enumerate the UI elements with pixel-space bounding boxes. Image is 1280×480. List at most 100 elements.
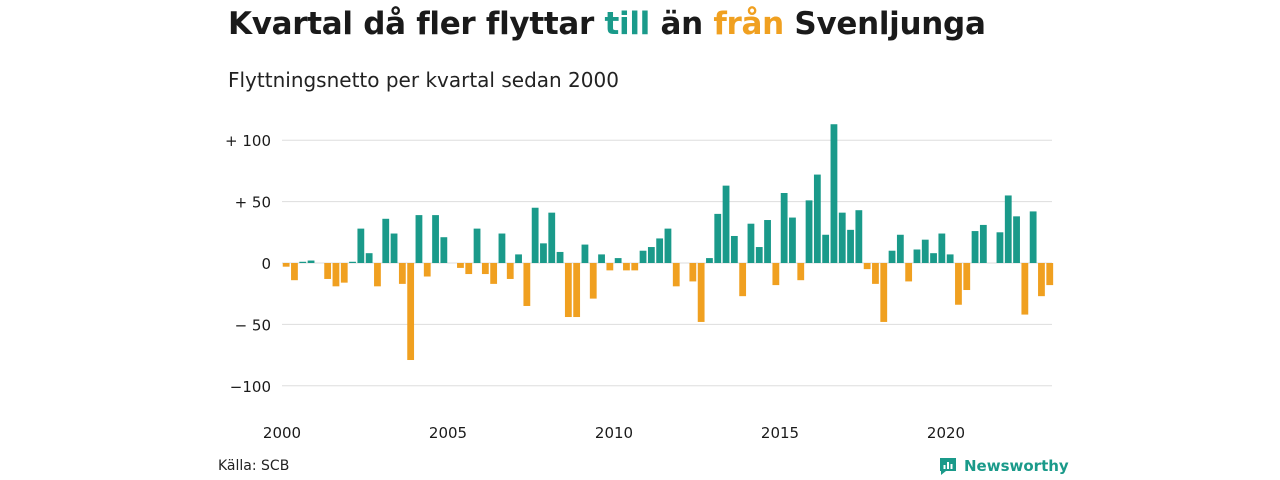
bar (938, 233, 946, 263)
bar (896, 234, 904, 263)
bar (490, 263, 498, 284)
y-tick-label: −100 (230, 378, 271, 396)
bar (432, 215, 439, 263)
x-tick-label: 2010 (595, 424, 633, 442)
bar (498, 233, 506, 263)
bar (672, 263, 680, 287)
bar (390, 233, 398, 263)
bar (299, 261, 307, 263)
bar (282, 263, 290, 267)
bar (789, 217, 796, 263)
bar (946, 254, 954, 263)
bar (764, 220, 771, 263)
bar (324, 263, 332, 279)
bar (407, 263, 415, 361)
bar (855, 210, 863, 263)
title-till: till (604, 6, 650, 42)
bar (606, 263, 614, 271)
x-tick-label: 2000 (263, 424, 301, 442)
bar (473, 228, 481, 263)
bar (589, 263, 597, 299)
chart-title: Kvartal då fler flyttar till än från Sve… (228, 6, 986, 42)
bar (863, 263, 871, 270)
title-part-3: Svenljunga (783, 6, 986, 42)
bar (714, 213, 722, 263)
bar (913, 249, 921, 263)
title-part-2: än (649, 6, 714, 42)
bar (423, 263, 431, 277)
bar (780, 193, 788, 263)
bar (291, 263, 298, 281)
bar (614, 258, 622, 263)
bar (872, 263, 879, 284)
bar (465, 263, 473, 275)
y-tick-label: − 50 (235, 316, 271, 334)
x-tick-label: 2015 (761, 424, 799, 442)
bar (755, 247, 763, 263)
bar (564, 263, 572, 318)
bar (540, 243, 547, 263)
bar (398, 263, 406, 284)
bar (880, 263, 888, 322)
bar (722, 185, 730, 263)
bar (905, 263, 913, 282)
bar (556, 251, 564, 263)
bar (664, 228, 672, 263)
bar (813, 174, 821, 263)
bar (515, 254, 522, 263)
bar (1029, 211, 1037, 263)
bar (706, 258, 713, 263)
bar (639, 250, 647, 263)
newsworthy-logo: Newsworthy (938, 456, 1069, 476)
bar (830, 124, 838, 264)
bar (979, 224, 987, 263)
bar (656, 238, 664, 263)
bar (623, 263, 630, 271)
bar (631, 263, 639, 271)
bar (747, 223, 755, 263)
bar (805, 200, 813, 263)
newsworthy-logo-icon (940, 458, 956, 475)
y-tick-label: + 100 (225, 132, 271, 150)
title-part-1: Kvartal då fler flyttar (228, 6, 605, 42)
bar (963, 263, 971, 291)
bar (382, 218, 390, 263)
source-label: Källa: SCB (218, 458, 290, 474)
bar (506, 263, 514, 279)
bar (332, 263, 340, 287)
brand-name: Newsworthy (964, 457, 1069, 475)
bar (921, 239, 929, 263)
bar (888, 250, 896, 263)
bar (797, 263, 805, 281)
bar (697, 263, 705, 322)
bar (1013, 216, 1020, 263)
bar (307, 260, 315, 263)
y-tick-label: + 50 (235, 194, 271, 212)
x-tick-label: 2020 (927, 424, 965, 442)
bar (1046, 263, 1054, 286)
bar (996, 232, 1004, 263)
bar (457, 263, 464, 268)
bar (365, 253, 373, 263)
bar (847, 229, 854, 263)
chart-subtitle: Flyttningsnetto per kvartal sedan 2000 (228, 68, 619, 92)
bar (548, 212, 556, 263)
bar (955, 263, 962, 305)
bar (481, 263, 489, 275)
bar (838, 212, 846, 263)
bar (598, 254, 605, 263)
bar (1004, 195, 1012, 263)
bar (822, 234, 830, 263)
bar (374, 263, 381, 287)
bar (772, 263, 780, 286)
bar (349, 261, 356, 263)
y-tick-label: 0 (261, 255, 271, 273)
x-tick-label: 2005 (429, 424, 467, 442)
bar (739, 263, 747, 297)
bar (573, 263, 581, 318)
title-fran: från (713, 6, 784, 42)
bar (531, 207, 539, 263)
bar (340, 263, 348, 283)
bar (581, 244, 589, 263)
